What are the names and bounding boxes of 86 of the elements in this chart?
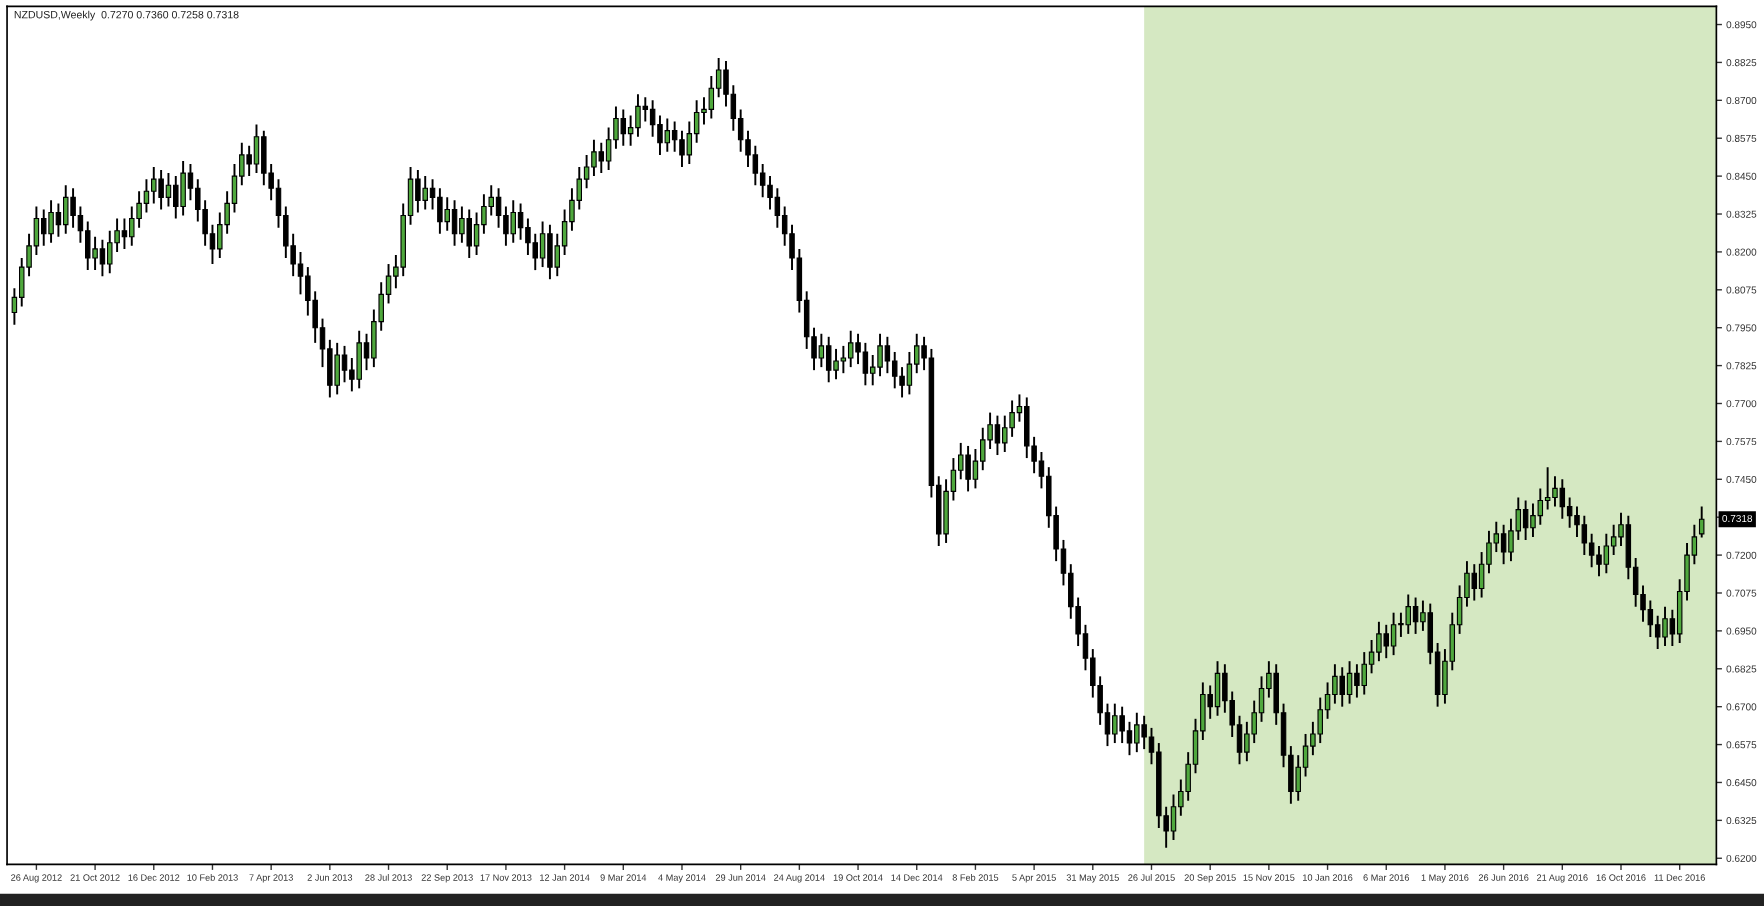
candlestick	[833, 347, 839, 381]
candlestick	[1361, 651, 1367, 696]
candlestick	[847, 329, 854, 369]
candlestick	[649, 99, 656, 138]
candlestick	[1522, 499, 1529, 541]
candlestick	[1559, 478, 1566, 520]
candlestick	[48, 199, 54, 244]
candlestick	[246, 144, 252, 178]
candlestick	[187, 163, 194, 202]
candlestick	[877, 332, 883, 378]
candlestick	[356, 329, 362, 390]
candlestick	[1412, 596, 1419, 635]
candlestick	[1698, 505, 1705, 539]
candlestick	[627, 114, 634, 147]
candlestick	[1134, 711, 1140, 754]
candlestick	[818, 332, 825, 369]
candlestick	[510, 199, 517, 244]
candlestick	[40, 208, 47, 247]
candlestick	[620, 108, 627, 147]
candlestick	[451, 199, 458, 247]
candlestick	[143, 178, 150, 214]
candlestick	[173, 175, 179, 220]
candlestick	[686, 120, 693, 165]
candlestick	[84, 220, 91, 272]
candlestick	[664, 117, 671, 153]
candlestick	[473, 211, 480, 256]
candlestick	[1405, 593, 1412, 635]
candlestick	[1581, 514, 1588, 557]
candlestick	[840, 344, 847, 375]
candlestick	[1112, 702, 1118, 745]
candlestick	[422, 175, 428, 211]
candlestick	[862, 341, 869, 387]
candlestick	[1383, 623, 1390, 660]
candlestick	[671, 120, 678, 153]
candlestick	[92, 235, 98, 272]
candlestick	[121, 217, 128, 250]
candlestick	[906, 350, 913, 396]
candlestick	[884, 335, 891, 375]
candlestick	[1662, 605, 1668, 648]
candlestick	[1552, 475, 1558, 508]
candlestick	[466, 208, 472, 259]
candlestick	[1346, 660, 1353, 705]
candlestick	[517, 202, 524, 241]
candlestick	[99, 238, 106, 278]
candlestick	[1603, 532, 1610, 575]
candlestick	[642, 96, 649, 123]
candlestick	[994, 414, 1001, 457]
candlestick	[1141, 714, 1147, 751]
candlestick	[605, 126, 612, 172]
candlestick	[1566, 496, 1573, 529]
candlestick	[1471, 563, 1478, 602]
candlestick	[1126, 720, 1133, 757]
candlestick	[158, 169, 164, 211]
candlestick	[180, 159, 186, 217]
candlestick	[635, 93, 641, 138]
candlestick	[598, 141, 605, 175]
candlestick	[965, 444, 971, 493]
candlestick	[444, 196, 450, 232]
candlestick	[415, 169, 421, 214]
candlestick	[539, 220, 546, 269]
candlestick	[708, 75, 715, 120]
candlestick	[165, 172, 172, 208]
candlestick	[1390, 611, 1397, 657]
candlestick	[459, 205, 465, 244]
candlestick	[825, 335, 832, 384]
candlestick	[62, 184, 69, 235]
candlestick	[1654, 614, 1661, 651]
candlestick	[1588, 532, 1595, 569]
candlestick	[297, 250, 304, 296]
candlestick	[1339, 666, 1345, 708]
candlestick	[1170, 793, 1177, 842]
candlestick	[253, 123, 260, 175]
candlestick	[1119, 705, 1125, 745]
candlestick	[891, 350, 898, 390]
candlestick	[1500, 523, 1507, 566]
candlestick	[334, 341, 340, 396]
candlestick	[437, 187, 443, 235]
candlestick	[151, 166, 157, 205]
candlestick	[341, 344, 348, 384]
candlestick	[547, 223, 553, 281]
candlestick	[495, 187, 502, 229]
candlestick	[1354, 663, 1360, 699]
candlestick	[679, 129, 685, 168]
candlestick	[55, 202, 62, 238]
candlestick	[1544, 466, 1551, 511]
candlestick	[1214, 660, 1221, 717]
